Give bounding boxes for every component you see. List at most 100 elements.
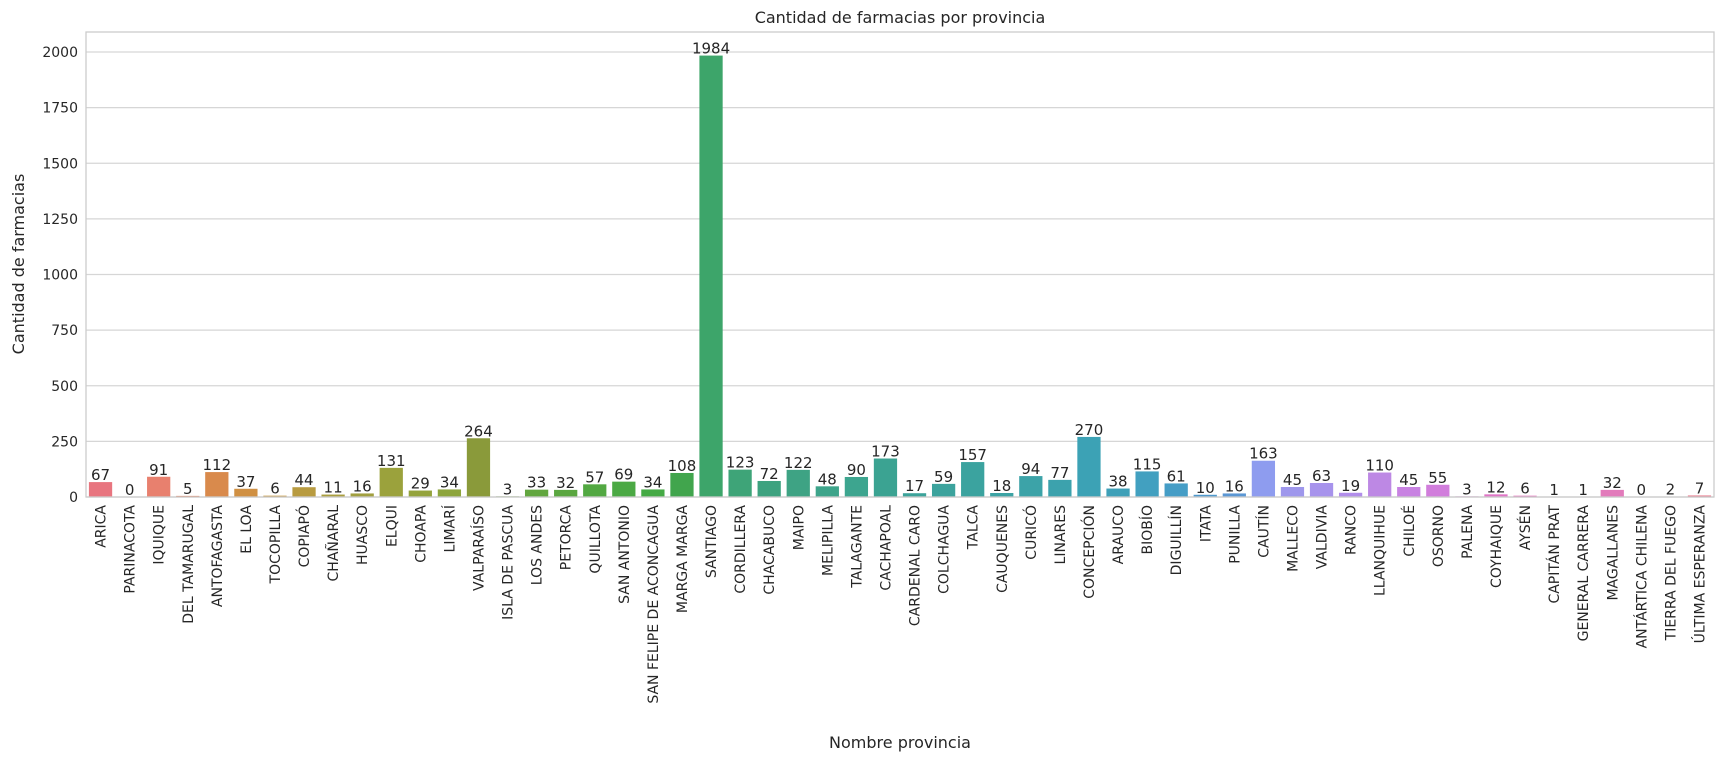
x-tick-label: PUNILLA: [1227, 505, 1243, 564]
x-tick-label: HUASCO: [355, 505, 371, 565]
data-label: 11: [324, 479, 343, 497]
data-label: 63: [1312, 467, 1331, 485]
bar: [815, 486, 839, 497]
y-tick-label: 750: [51, 323, 78, 339]
x-axis-label: Nombre provincia: [829, 733, 971, 752]
x-tick-label: TOCOPILLA: [268, 505, 284, 585]
x-tick-label: TALCA: [966, 505, 982, 551]
x-tick-label: PARINACOTA: [123, 505, 139, 594]
bar: [728, 469, 752, 497]
x-tick-label: MAIPO: [791, 505, 807, 550]
x-tick-label: AYSÉN: [1517, 505, 1534, 550]
data-label: 69: [614, 466, 633, 484]
data-label: 72: [760, 465, 779, 483]
data-label: 1: [1549, 481, 1559, 499]
bar: [757, 480, 781, 497]
data-label: 45: [1283, 471, 1302, 489]
x-tick-label: CHOAPA: [413, 505, 429, 563]
bar: [554, 489, 578, 497]
x-tick-label: VALPARAÍSO: [470, 505, 487, 591]
x-tick-label: OSORNO: [1431, 505, 1447, 567]
bar: [1193, 494, 1217, 497]
x-tick-label: RANCO: [1344, 505, 1360, 555]
x-tick-label: TIERRA DEL FUEGO: [1663, 505, 1679, 641]
x-tick-label: GENERAL CARRERA: [1576, 505, 1592, 642]
bar: [931, 483, 956, 497]
bar: [379, 467, 403, 497]
data-label: 1: [1578, 481, 1588, 499]
data-label: 91: [149, 461, 168, 479]
data-label: 33: [527, 474, 546, 492]
y-tick-label: 250: [51, 434, 78, 450]
x-tick-label: LLANQUIHUE: [1373, 505, 1389, 596]
x-tick-label: LIMARÍ: [441, 505, 458, 552]
bar: [147, 476, 171, 497]
data-label: 44: [294, 471, 313, 489]
x-tick-label: ISLA DE PASCUA: [501, 505, 517, 620]
bar: [1048, 479, 1072, 497]
x-tick-label: ARICA: [94, 505, 110, 548]
bar: [408, 490, 432, 497]
bar: [437, 489, 462, 497]
bar: [961, 462, 985, 497]
x-tick-label: CAPITÁN PRAT: [1546, 505, 1563, 604]
y-tick-label: 1250: [42, 212, 78, 228]
data-label: 38: [1108, 473, 1127, 491]
bar: [1368, 472, 1392, 497]
x-tick-label: DIGUILLÍN: [1168, 505, 1185, 575]
bar: [1687, 495, 1712, 497]
x-tick-label: LOS ANDES: [530, 505, 546, 585]
x-tick-label: CORDILLERA: [733, 505, 749, 594]
bar: [350, 493, 374, 497]
x-tick-label: PALENA: [1460, 505, 1476, 559]
x-tick-label: EL LOA: [239, 505, 255, 554]
y-tick-label: 1500: [42, 156, 78, 172]
bar: [1251, 460, 1276, 497]
data-label: 37: [236, 473, 255, 491]
data-label: 19: [1341, 477, 1360, 495]
bar: [1280, 486, 1305, 497]
data-label: 34: [440, 473, 459, 491]
data-label: 1984: [692, 40, 730, 58]
x-tick-label: DEL TAMARUGAL: [181, 505, 197, 624]
x-tick-label: ANTÁRTICA CHILENA: [1633, 505, 1650, 649]
data-label: 32: [1603, 474, 1622, 492]
bar: [1164, 483, 1188, 497]
data-label: 264: [464, 422, 493, 440]
data-label: 12: [1486, 478, 1505, 496]
chart-title: Cantidad de farmacias por provincia: [755, 8, 1046, 27]
x-tick-label: CACHAPOAL: [878, 505, 894, 591]
data-label: 45: [1399, 471, 1418, 489]
bar: [524, 489, 549, 497]
bars: [88, 55, 1712, 497]
data-label: 5: [183, 480, 193, 498]
x-tick-label: MAGALLANES: [1605, 505, 1621, 601]
x-tick-label: MALLECO: [1285, 505, 1301, 572]
bar: [234, 488, 258, 497]
y-tick-label: 500: [51, 379, 78, 395]
x-tick-label: COYHAIQUE: [1489, 505, 1505, 588]
x-tick-label: CURICÓ: [1022, 505, 1040, 560]
gridlines: [86, 51, 1714, 498]
bar: [612, 481, 636, 497]
bar: [1484, 494, 1508, 497]
data-label: 108: [668, 457, 697, 475]
x-tick-label: ELQUI: [384, 505, 400, 547]
bar: [641, 489, 665, 497]
y-tick-label: 1750: [42, 101, 78, 117]
x-tick-label: SAN FELIPE DE ACONCAGUA: [646, 505, 662, 704]
data-label: 122: [784, 454, 813, 472]
bar: [699, 55, 723, 497]
bar: [321, 494, 345, 497]
data-label: 67: [91, 466, 110, 484]
data-label: 110: [1365, 457, 1394, 475]
data-label: 10: [1196, 479, 1215, 497]
y-tick-label: 2000: [42, 45, 78, 61]
x-tick-label: ÚLTIMA ESPERANZA: [1690, 505, 1708, 644]
data-label: 90: [847, 461, 866, 479]
x-tick-label: ARAUCO: [1111, 505, 1127, 564]
x-tick-label: CONCEPCIÓN: [1080, 505, 1098, 599]
bar: [1600, 489, 1624, 497]
